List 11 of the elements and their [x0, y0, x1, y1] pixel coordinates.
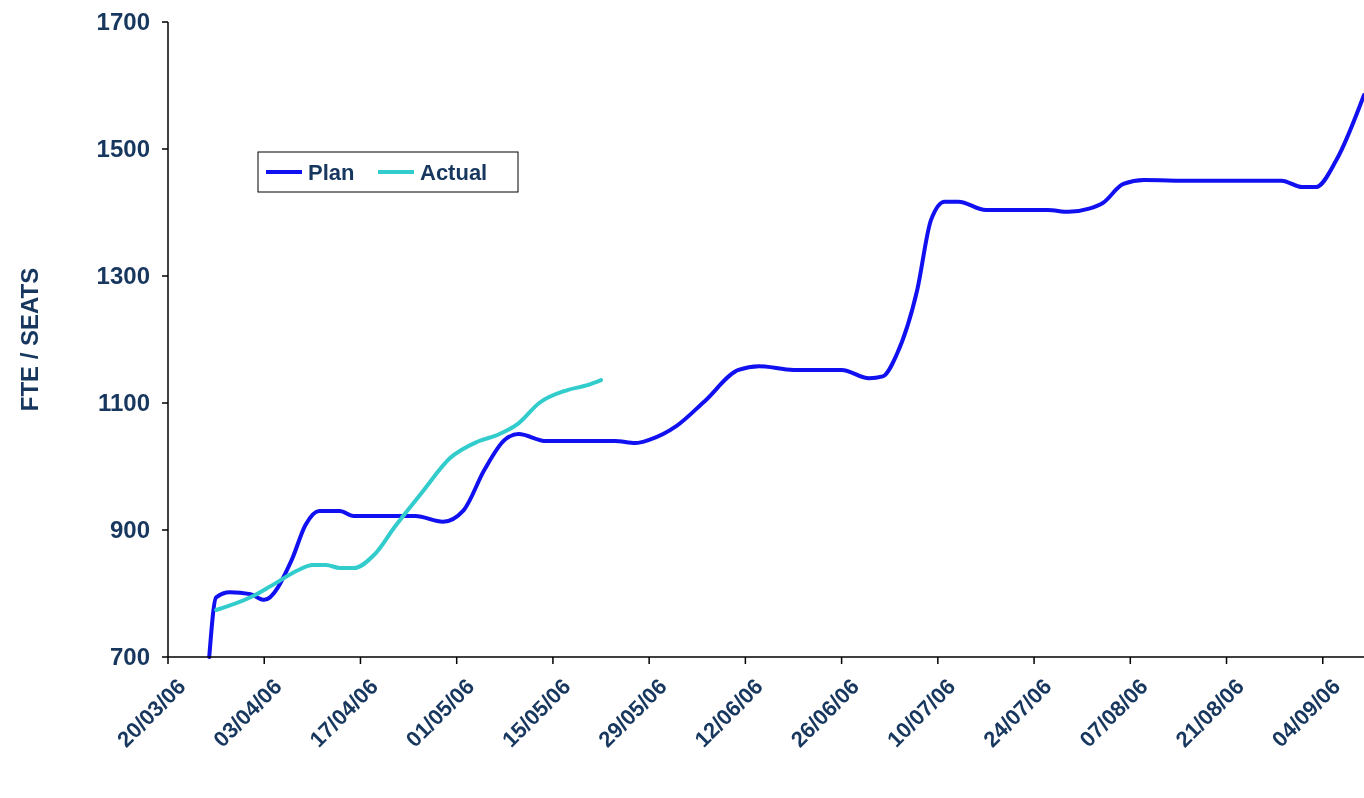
- y-axis-title: FTE / SEATS: [16, 267, 43, 412]
- y-tick-label: 1700: [96, 8, 150, 36]
- y-tick-label: 900: [109, 516, 150, 544]
- y-tick-label: 1300: [96, 262, 150, 290]
- y-tick-label: 700: [109, 643, 150, 671]
- line-series: [214, 378, 604, 613]
- y-tick-label: 1100: [97, 389, 150, 417]
- line-series: [207, 93, 1364, 659]
- y-tick-label: 1500: [96, 135, 150, 163]
- legend-label: Plan: [308, 159, 355, 185]
- legend-label: Actual: [420, 159, 488, 185]
